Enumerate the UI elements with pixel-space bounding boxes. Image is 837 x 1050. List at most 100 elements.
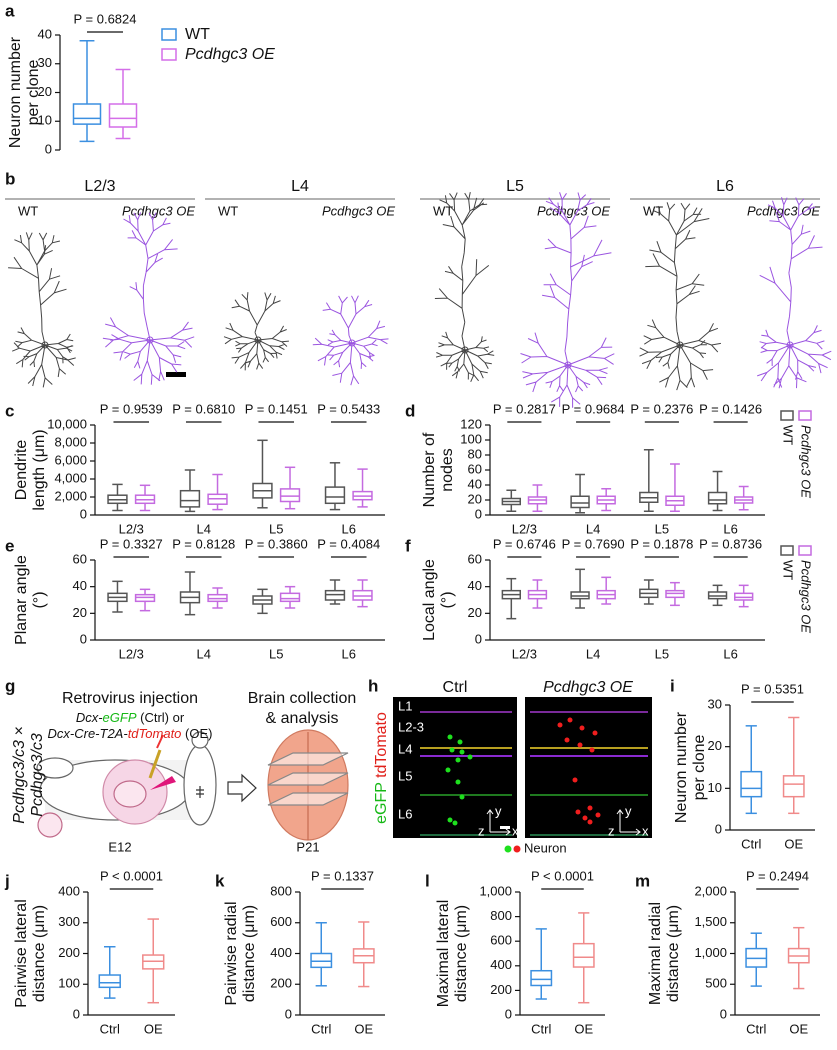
legend-swatch (780, 545, 794, 556)
x-tick-label: L5 (269, 646, 283, 661)
y-tick-label: 20 (468, 605, 482, 620)
neuron-dot (582, 815, 588, 821)
p-value: P = 0.1426 (699, 401, 762, 416)
y-axis-label: distance (μm) (31, 905, 48, 1002)
vector-part: eGFP (103, 710, 137, 725)
y-tick-label: 20 (38, 84, 52, 99)
layer-header: L2/3 (84, 178, 115, 195)
neuron-dot (457, 739, 463, 745)
oe-image (525, 697, 652, 838)
y-axis-label: Neuron number (7, 36, 24, 148)
y-tick-label: 0 (285, 1006, 292, 1021)
soma (146, 336, 154, 344)
x-tick-label: OE (784, 836, 803, 851)
layer-header: L5 (506, 178, 524, 195)
panel-label: a (5, 1, 15, 20)
neuron-dot (579, 725, 585, 731)
layer-label: L4 (398, 741, 412, 756)
y-tick-label: 20 (468, 491, 482, 506)
step-title: Brain collection (248, 690, 357, 707)
y-tick-label: 60 (73, 551, 87, 566)
y-tick-label: 0 (505, 1006, 512, 1021)
legend-dot (513, 845, 521, 853)
x-tick-label: OE (144, 1021, 163, 1036)
y-tick-label: 200 (270, 976, 292, 991)
box (324, 486, 346, 505)
neuron-dot (459, 749, 465, 755)
x-tick-label: Ctrl (531, 1021, 551, 1036)
neuron-dot (447, 734, 453, 740)
y-tick-label: 1,000 (694, 945, 727, 960)
legend-label: WT (781, 560, 796, 580)
box (279, 592, 301, 603)
panel-label: j (4, 871, 10, 890)
x-tick-label: L2/3 (512, 646, 537, 661)
x-tick-label: OE (354, 1021, 373, 1036)
legend-label: Neuron (524, 840, 567, 855)
y-tick-label: 400 (58, 883, 80, 898)
y-tick-label: 300 (58, 914, 80, 929)
neuron-morphology (434, 191, 495, 383)
p-value: P = 0.6810 (172, 401, 235, 416)
y-axis-label: (°) (439, 591, 456, 608)
group-label: Pcdhgc3 OE (322, 203, 395, 218)
neuron-morphology (639, 202, 721, 391)
neuron-dot (575, 809, 581, 815)
group-label: WT (433, 203, 453, 218)
vector-line: Dcx-eGFP (Ctrl) or (76, 710, 185, 725)
age: P21 (296, 839, 319, 854)
neuron-dot (564, 737, 570, 743)
box (310, 952, 333, 969)
soma (461, 346, 469, 354)
p-value: P = 0.3860 (245, 536, 308, 551)
y-tick-label: 0 (80, 631, 87, 646)
box (707, 491, 728, 505)
scale-bar (166, 372, 186, 377)
x-tick-label: L2/3 (119, 521, 144, 536)
y-tick-label: 10 (38, 113, 52, 128)
p-value: P = 0.6824 (73, 11, 136, 26)
neuron-dot (467, 754, 473, 760)
x-tick-label: L6 (723, 646, 737, 661)
y-tick-label: 0 (45, 141, 52, 156)
panel-label: i (670, 676, 675, 695)
x-tick-label: L5 (655, 521, 669, 536)
y-axis-label: (°) (31, 591, 48, 608)
neuron-dot (455, 757, 461, 763)
neuron-dot (587, 805, 593, 811)
ctrl-image (393, 697, 517, 838)
neuron-dot (567, 717, 573, 723)
p-value: P = 0.1337 (311, 868, 374, 883)
genotype: Pcdhgc3/c3 × (11, 726, 28, 823)
vector-part: Dcx-Cre-T2A- (48, 726, 129, 741)
image-title: Pcdhgc3 OE (543, 679, 633, 696)
y-axis-label: Maximal lateral (435, 900, 452, 1008)
group-label: Pcdhgc3 OE (537, 203, 610, 218)
y-tick-label: 2,000 (54, 488, 87, 503)
y-tick-label: 40 (38, 26, 52, 41)
y-tick-label: 1,000 (479, 883, 512, 898)
legend-swatch (161, 48, 177, 61)
image-title: Ctrl (443, 679, 468, 696)
channel-name: tdTomato (373, 712, 390, 778)
group-label: WT (18, 203, 38, 218)
p-value: P = 0.7690 (562, 536, 625, 551)
neuron-dot (455, 779, 461, 785)
y-tick-label: 0 (73, 1006, 80, 1021)
panel-label: b (5, 169, 15, 188)
x-tick-label: Ctrl (311, 1021, 331, 1036)
y-axis-label: Local angle (421, 559, 438, 641)
p-value: P = 0.2817 (493, 401, 556, 416)
y-tick-label: 1,500 (694, 914, 727, 929)
p-value: P = 0.4084 (317, 536, 380, 551)
layer-header: L6 (716, 178, 734, 195)
axis-letter: x (642, 823, 649, 838)
y-tick-label: 800 (270, 883, 292, 898)
y-tick-label: 200 (58, 945, 80, 960)
legend-swatch (798, 410, 812, 421)
y-axis-label: distance (μm) (453, 905, 470, 1002)
layer-label: L6 (398, 806, 412, 821)
vector-part: (OE) (181, 726, 212, 741)
group-label: WT (218, 203, 238, 218)
genotype: Pcdhgc3/c3 (29, 733, 46, 817)
